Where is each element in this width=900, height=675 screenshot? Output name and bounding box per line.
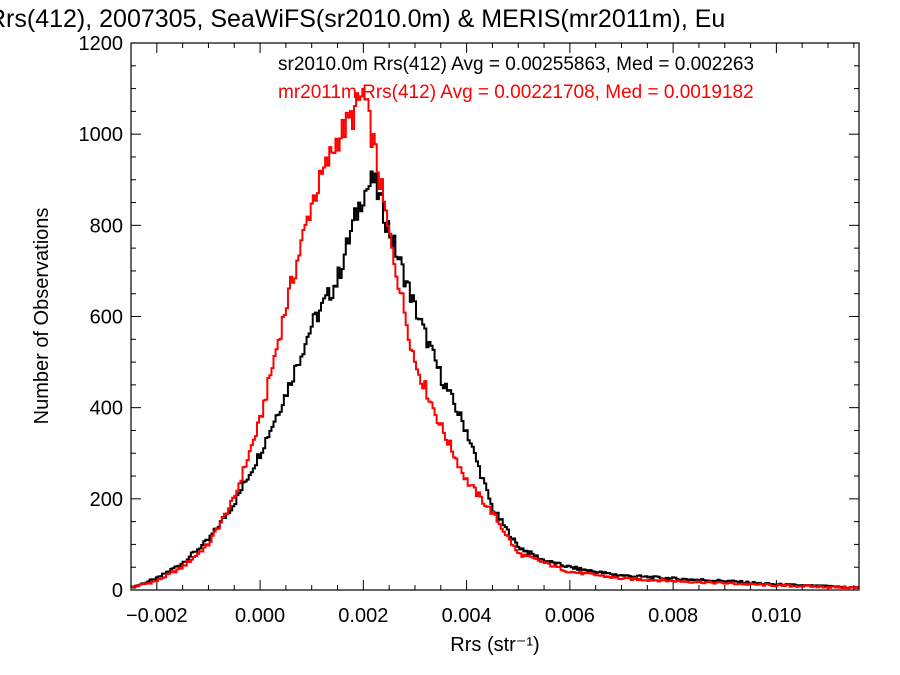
x-tick-label: 0.008 <box>648 605 698 627</box>
series-line-sr2010-0m <box>131 170 859 589</box>
annotation-sr2010-stats: sr2010.0m Rrs(412) Avg = 0.00255863, Med… <box>278 54 754 75</box>
y-tick-label: 800 <box>90 215 123 237</box>
x-tick-label: 0.010 <box>751 605 801 627</box>
series-layer <box>131 87 859 590</box>
y-tick-label: 1000 <box>79 124 124 146</box>
y-tick-label: 200 <box>90 489 123 511</box>
y-tick-label: 1200 <box>79 33 124 55</box>
x-tick-label: 0.004 <box>442 605 492 627</box>
series-line-mr2011m <box>131 87 859 590</box>
x-axis-label: Rrs (str⁻¹) <box>450 634 539 656</box>
y-tick-label: 400 <box>90 398 123 420</box>
x-tick-label: 0.000 <box>235 605 285 627</box>
chart-title: Rrs(412), 2007305, SeaWiFS(sr2010.0m) & … <box>0 5 725 33</box>
y-tick-label: 600 <box>90 307 123 329</box>
plot-frame <box>130 42 860 591</box>
x-tick-label: 0.006 <box>545 605 595 627</box>
x-tick-label: −0.002 <box>126 605 188 627</box>
y-axis-label: Number of Observations <box>31 208 53 425</box>
axis-ticks: −0.002 0.000 0.002 0.004 0.006 0.008 0.010 0 200… <box>79 33 859 627</box>
annotation-mr2011-stats: mr2011m Rrs(412) Avg = 0.00221708, Med =… <box>278 82 754 103</box>
x-tick-label: 0.002 <box>338 605 388 627</box>
y-tick-label: 0 <box>112 580 123 602</box>
